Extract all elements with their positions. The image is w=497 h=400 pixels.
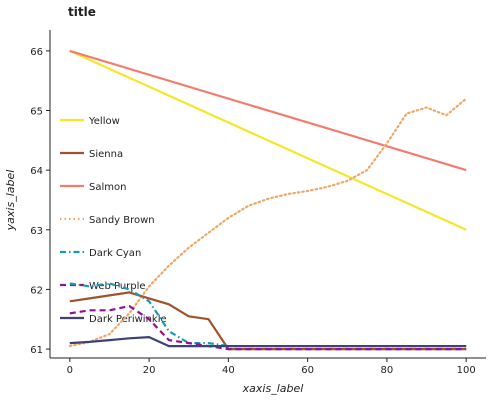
x-tick-label: 100 [457,365,476,376]
legend-item-sienna: Sienna [60,149,123,160]
y-tick-label: 66 [30,47,43,58]
x-tick-label: 80 [381,365,394,376]
legend-label: Sandy Brown [89,215,155,226]
series-line-sandy-brown [68,97,468,348]
series-line-salmon [69,49,467,172]
x-tick-label: 40 [222,365,235,376]
series-layer [68,49,468,351]
legend-item-yellow: Yellow [60,116,120,127]
y-axis-title: yaxis_label [4,170,17,232]
y-tick-label: 65 [30,107,43,118]
legend-item-dark-periwinkle: Dark Periwinkle [60,314,167,325]
series-line-dark-periwinkle [69,336,467,348]
legend-label: Dark Cyan [89,248,141,259]
legend-label: Dark Periwinkle [89,314,167,325]
legend-item-sandy-brown: Sandy Brown [60,215,155,226]
y-tick-label: 62 [30,285,43,296]
legend-item-salmon: Salmon [60,182,126,193]
y-tick-label: 63 [30,226,43,237]
chart-title: title [68,5,96,19]
series-line-web-purple [69,305,467,351]
x-tick-label: 0 [67,365,73,376]
legend: Yellow Sienna Salmon Sandy Brown Dark Cyan We… [60,116,167,325]
legend-label: Yellow [88,116,120,127]
x-tick-label: 20 [143,365,156,376]
legend-item-dark-cyan: Dark Cyan [60,248,141,259]
x-tick-label: 60 [301,365,314,376]
y-tick-label: 61 [30,345,43,356]
legend-label: Web Purple [89,281,146,292]
axes: 0 20 40 60 80 100 61 62 63 64 65 66 [30,30,486,376]
y-tick-label: 64 [30,166,43,177]
legend-label: Salmon [89,182,126,193]
series-line-yellow [69,49,467,231]
legend-label: Sienna [89,149,123,160]
x-axis-title: xaxis_label [242,382,304,395]
